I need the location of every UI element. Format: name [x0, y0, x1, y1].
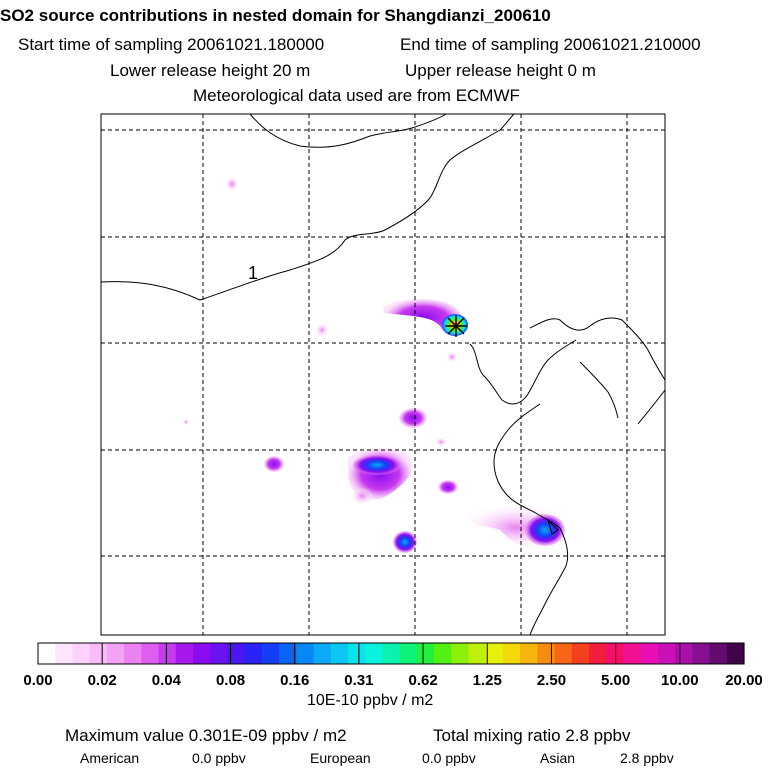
sampling-end: End time of sampling 20061021.210000 — [400, 35, 701, 54]
colorbar-swatch — [692, 643, 711, 664]
colorbar-swatch — [675, 643, 693, 664]
colorbar-tick-label: 1.25 — [472, 672, 502, 689]
colorbar-swatch — [244, 643, 263, 664]
sampling-start: Start time of sampling 20061021.180000 — [18, 35, 325, 54]
colorbar-tick-label: 0.62 — [408, 672, 438, 689]
colorbar-tick-label: 5.00 — [601, 672, 631, 689]
colorbar-swatch — [502, 643, 521, 664]
colorbar-swatch — [38, 643, 56, 664]
plot-title: SO2 source contributions in nested domai… — [0, 6, 551, 25]
contribution-value: 0.0 ppbv — [192, 750, 246, 766]
colorbar-swatch — [640, 643, 659, 664]
colorbar-swatch — [726, 643, 745, 664]
total-mixing-ratio: Total mixing ratio 2.8 ppbv — [433, 726, 631, 745]
plume-east-small — [438, 480, 458, 494]
colorbar-swatch — [210, 643, 229, 664]
coastlines-borders — [100, 113, 666, 636]
contribution-name: European — [310, 750, 371, 766]
plume-tiny-west — [183, 419, 189, 425]
plume-small-north — [226, 177, 238, 191]
colorbar-tick-label: 0.04 — [151, 672, 181, 689]
colorbar-swatch — [175, 643, 194, 664]
colorbar-swatch — [330, 643, 349, 664]
colorbar — [37, 642, 745, 665]
plume-west-small — [264, 456, 284, 472]
colorbar-tick-label: 0.16 — [280, 672, 310, 689]
concentration-plumes — [183, 177, 565, 553]
lower-release-height: Lower release height 20 m — [110, 61, 311, 80]
map-frame — [100, 113, 666, 636]
colorbar-swatch — [313, 643, 332, 664]
met-data-source: Meteorological data used are from ECMWF — [193, 86, 520, 105]
colorbar-swatch — [89, 643, 108, 664]
maximum-value: Maximum value 0.301E-09 ppbv / m2 — [65, 726, 347, 745]
plume-north-central — [399, 408, 427, 428]
colorbar-swatch — [227, 643, 246, 664]
plume-central-core — [353, 455, 401, 475]
plume-small-center — [447, 352, 457, 362]
colorbar-tick-label: 0.31 — [344, 672, 374, 689]
plume-southeast-core — [525, 514, 565, 546]
colorbar-swatch — [399, 643, 418, 664]
contribution-value: 2.8 ppbv — [620, 750, 674, 766]
plume-small-east — [436, 438, 446, 446]
colorbar-swatch — [709, 643, 728, 664]
colorbar-swatch — [657, 643, 676, 664]
colorbar-swatch — [451, 643, 470, 664]
colorbar-tick-label: 10.00 — [661, 672, 699, 689]
colorbar-swatch — [106, 643, 125, 664]
colorbar-swatch — [434, 643, 452, 664]
colorbar-swatch — [365, 643, 383, 664]
contribution-name: American — [80, 750, 140, 766]
colorbar-swatch — [537, 643, 556, 664]
colorbar-swatch — [554, 643, 573, 664]
colorbar-swatch — [468, 643, 487, 664]
receptor-marker — [445, 315, 467, 337]
colorbar-swatch — [589, 643, 607, 664]
plume-south — [393, 531, 417, 553]
colorbar-swatch — [72, 643, 91, 664]
colorbar-swatch — [623, 643, 642, 664]
colorbar-swatch — [382, 643, 401, 664]
colorbar-tick-label: 20.00 — [725, 672, 763, 689]
colorbar-swatch — [192, 643, 211, 664]
colorbar-swatch — [416, 643, 435, 664]
colorbar-swatch — [55, 643, 74, 664]
colorbar-tick-label: 0.00 — [23, 672, 53, 689]
colorbar-swatch — [347, 643, 366, 664]
colorbar-tick-label: 2.50 — [536, 672, 567, 689]
region-label: 1 — [248, 263, 258, 283]
colorbar-swatch — [158, 643, 177, 664]
plume-west — [316, 324, 328, 336]
plume-central-tail — [352, 488, 372, 504]
colorbar-swatch — [571, 643, 590, 664]
colorbar-tick-label: 0.02 — [87, 672, 117, 689]
contribution-name: Asian — [540, 750, 576, 766]
colorbar-frame — [37, 642, 745, 665]
colorbar-swatch — [124, 643, 142, 664]
colorbar-swatch — [296, 643, 315, 664]
colorbar-swatch — [520, 643, 538, 664]
grid-lines — [101, 114, 665, 635]
colorbar-swatch — [485, 643, 504, 664]
upper-release-height: Upper release height 0 m — [405, 61, 596, 80]
colorbar-swatch — [279, 643, 297, 664]
colorbar-units: 10E-10 ppbv / m2 — [307, 692, 434, 709]
colorbar-swatch — [261, 643, 280, 664]
colorbar-swatch — [141, 643, 160, 664]
colorbar-tick-label: 0.08 — [215, 672, 246, 689]
contribution-value: 0.0 ppbv — [422, 750, 476, 766]
